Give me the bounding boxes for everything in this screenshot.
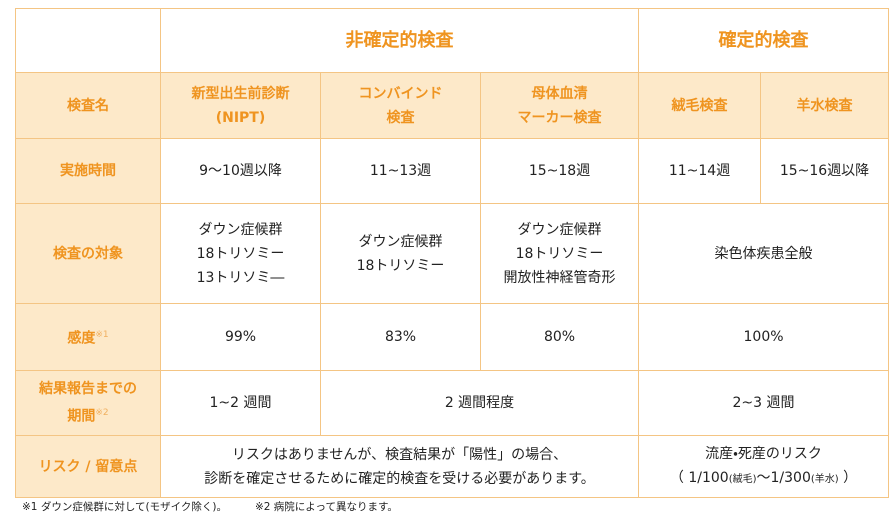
row-label: 検査の対象 [15, 203, 161, 304]
note-mark: ※2 [95, 408, 109, 419]
test-name: 母体血清マーカー検査 [479, 72, 640, 139]
line: 開放性神経管奇形 [503, 269, 616, 286]
empty-cell [15, 8, 161, 73]
line: ダウン症候群 [358, 233, 443, 250]
test-name: コンバインド 検査 [320, 72, 481, 139]
row-label: リスク / 留意点 [15, 435, 161, 498]
cell: ダウン症候群 18トリソミー 開放性神経管奇形 [479, 203, 640, 304]
line: 検査 [386, 109, 415, 126]
group-row: 非確定的検査 確定的検査 [15, 8, 890, 73]
label-text: 期間 [67, 408, 96, 425]
cell: 1~2 週間 [160, 370, 321, 436]
text: 〜1/300 [756, 469, 811, 486]
line: ダウン症候群 [517, 221, 602, 238]
footnotes: ※1 ダウン症候群に対して(モザイク除く)。 ※2 病院によって異なります。 [22, 499, 426, 514]
text: （ 1/100 [669, 469, 729, 486]
cell: 9〜10週以降 [160, 138, 321, 204]
small-text: (羊水) [810, 473, 839, 485]
footnote: ※1 ダウン症候群に対して(モザイク除く)。 [22, 501, 227, 513]
label-text: 感度 [67, 330, 96, 347]
line: 18トリソミー [515, 245, 604, 262]
line: 18トリソミー [356, 257, 445, 274]
header-row: 検査名 新型出生前診断 (NIPT) コンバインド 検査 母体血清マーカー検査 絨毛… [15, 72, 890, 139]
line: ダウン症候群 [198, 221, 283, 238]
line: 母体血清 [531, 85, 588, 102]
line: 18トリソミー [196, 245, 285, 262]
cell: 15~16週以降 [760, 138, 890, 204]
row: 実施時間 9〜10週以降 11~13週 15~18週 11~14週 15~16週… [15, 138, 890, 204]
cell: 80% [479, 303, 640, 371]
line: マーカー検査 [517, 109, 602, 126]
row: 結果報告までの期間※2 1~2 週間 2 週間程度 2~3 週間 [15, 370, 890, 436]
test-name: 新型出生前診断 (NIPT) [160, 72, 321, 139]
line: (NIPT) [215, 109, 266, 126]
cell: 83% [320, 303, 481, 371]
line: 診断を確定させるために確定的検査を受ける必要があります。 [204, 470, 595, 487]
row-label: 検査名 [15, 72, 161, 139]
small-text: (絨毛) [728, 473, 757, 485]
cell: 11~14週 [638, 138, 762, 204]
cell: ダウン症候群 18トリソミー 13トリソミ― [160, 203, 321, 304]
row-label: 実施時間 [15, 138, 161, 204]
line: 結果報告までの [39, 381, 137, 398]
note-mark: ※1 [95, 330, 109, 341]
test-name: 絨毛検査 [638, 72, 762, 139]
test-name: 羊水検査 [760, 72, 890, 139]
cell: 11~13週 [320, 138, 481, 204]
row-label: 感度※1 [15, 303, 161, 371]
text: ） [838, 469, 858, 486]
line: 期間※2 [16, 401, 160, 429]
line: 羊水検査 [796, 97, 853, 114]
cell: 15~18週 [479, 138, 640, 204]
line: 絨毛検査 [671, 97, 728, 114]
cell: 2 週間程度 [319, 370, 640, 436]
cell: 99% [160, 303, 321, 371]
line: 新型出生前診断 [191, 85, 290, 102]
cell: 100% [638, 303, 890, 371]
row-label: 結果報告までの期間※2 [15, 370, 161, 436]
comparison-table: 非確定的検査 確定的検査 検査名 新型出生前診断 (NIPT) コンバインド 検査 … [15, 8, 890, 498]
row: 検査の対象 ダウン症候群 18トリソミー 13トリソミ― ダウン症候群 18トリソミー… [15, 203, 890, 304]
line: リスクはありませんが、検査結果が「陽性」の場合、 [231, 446, 568, 463]
cell: 2~3 週間 [638, 370, 890, 436]
line: （ 1/100(絨毛)〜1/300(羊水) ） [639, 466, 888, 492]
group-header: 非確定的検査 [159, 8, 640, 73]
cell: 染色体疾患全般 [638, 203, 890, 304]
row: 感度※1 99% 83% 80% 100% [15, 303, 890, 371]
line: コンバインド [358, 85, 443, 102]
cell: リスクはありませんが、検査結果が「陽性」の場合、診断を確定させるために確定的検査… [159, 435, 640, 498]
cell: ダウン症候群 18トリソミー [320, 203, 481, 304]
group-header: 確定的検査 [638, 8, 890, 73]
row: リスク / 留意点 リスクはありませんが、検査結果が「陽性」の場合、診断を確定さ… [15, 435, 890, 498]
footnote: ※2 病院によって異なります。 [254, 501, 398, 513]
line: 流産・死産のリスク [705, 445, 822, 462]
cell: 流産・死産のリスク （ 1/100(絨毛)〜1/300(羊水) ） [638, 435, 890, 498]
line: 13トリソミ― [196, 269, 285, 286]
